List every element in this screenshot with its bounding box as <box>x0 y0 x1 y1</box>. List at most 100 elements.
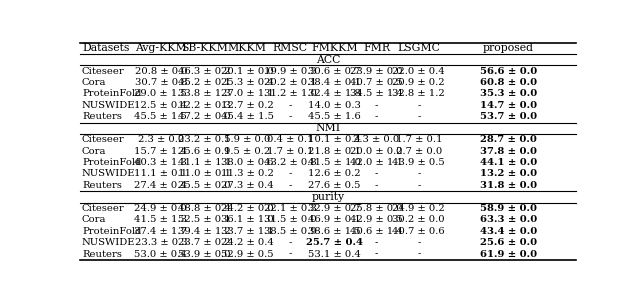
Text: 0.7 ± 0.0: 0.7 ± 0.0 <box>396 147 442 156</box>
Text: 9.5 ± 0.2: 9.5 ± 0.2 <box>224 147 271 156</box>
Text: SB-KKM: SB-KKM <box>181 43 228 53</box>
Text: -: - <box>375 249 378 259</box>
Text: Cora: Cora <box>82 147 106 156</box>
Text: 20.2 ± 0.1: 20.2 ± 0.1 <box>264 78 317 87</box>
Text: -: - <box>289 101 292 110</box>
Text: Cora: Cora <box>82 215 106 224</box>
Text: NUSWIDE: NUSWIDE <box>82 170 136 178</box>
Text: 1.9 ± 0.0: 1.9 ± 0.0 <box>224 135 271 144</box>
Text: 32.8 ± 1.2: 32.8 ± 1.2 <box>392 89 445 99</box>
Text: Reuters: Reuters <box>82 181 122 190</box>
Text: Citeseer: Citeseer <box>82 204 125 213</box>
Text: Cora: Cora <box>82 78 106 87</box>
Text: 1.7 ± 0.1: 1.7 ± 0.1 <box>267 147 314 156</box>
Text: 24.2 ± 0.0: 24.2 ± 0.0 <box>221 204 274 213</box>
Text: 23.7 ± 0.2: 23.7 ± 0.2 <box>179 238 231 247</box>
Text: 39.4 ± 1.2: 39.4 ± 1.2 <box>179 227 231 236</box>
Text: ACC: ACC <box>316 55 340 65</box>
Text: 37.8 ± 0.0: 37.8 ± 0.0 <box>480 147 537 156</box>
Text: 30.2 ± 0.0: 30.2 ± 0.0 <box>392 215 445 224</box>
Text: 53.7 ± 0.0: 53.7 ± 0.0 <box>480 112 537 121</box>
Text: 14.0 ± 0.3: 14.0 ± 0.3 <box>308 101 361 110</box>
Text: -: - <box>289 112 292 121</box>
Text: 12.6 ± 0.2: 12.6 ± 0.2 <box>308 170 361 178</box>
Text: -: - <box>375 170 378 178</box>
Text: 34.5 ± 1.4: 34.5 ± 1.4 <box>350 89 403 99</box>
Text: 32.9 ± 0.7: 32.9 ± 0.7 <box>308 204 361 213</box>
Text: 14.7 ± 0.0: 14.7 ± 0.0 <box>480 101 537 110</box>
Text: 43.4 ± 0.0: 43.4 ± 0.0 <box>480 227 537 236</box>
Text: 30.6 ± 0.7: 30.6 ± 0.7 <box>308 67 361 76</box>
Text: -: - <box>417 181 420 190</box>
Text: ProteinFold: ProteinFold <box>82 158 141 167</box>
Text: 11.0 ± 0.1: 11.0 ± 0.1 <box>179 170 231 178</box>
Text: -: - <box>289 170 292 178</box>
Text: 20.9 ± 0.2: 20.9 ± 0.2 <box>392 78 445 87</box>
Text: 40.6 ± 1.4: 40.6 ± 1.4 <box>350 227 403 236</box>
Text: 30.7 ± 0.8: 30.7 ± 0.8 <box>134 78 187 87</box>
Text: 20.1 ± 0.0: 20.1 ± 0.0 <box>221 67 274 76</box>
Text: 11.1 ± 0.1: 11.1 ± 0.1 <box>134 170 188 178</box>
Text: 43.2 ± 0.8: 43.2 ± 0.8 <box>264 158 317 167</box>
Text: Reuters: Reuters <box>82 249 122 259</box>
Text: 32.4 ± 1.8: 32.4 ± 1.8 <box>308 89 361 99</box>
Text: 33.8 ± 1.3: 33.8 ± 1.3 <box>179 89 231 99</box>
Text: 27.6 ± 0.5: 27.6 ± 0.5 <box>308 181 361 190</box>
Text: 31.5 ± 0.0: 31.5 ± 0.0 <box>264 215 317 224</box>
Text: 45.5 ± 1.5: 45.5 ± 1.5 <box>134 112 188 121</box>
Text: 25.3 ± 0.4: 25.3 ± 0.4 <box>221 78 274 87</box>
Text: Reuters: Reuters <box>82 112 122 121</box>
Text: 36.1 ± 1.0: 36.1 ± 1.0 <box>221 215 274 224</box>
Text: 25.5 ± 0.0: 25.5 ± 0.0 <box>179 181 231 190</box>
Text: LSGMC: LSGMC <box>397 43 440 53</box>
Text: 20.0 ± 0.2: 20.0 ± 0.2 <box>350 147 403 156</box>
Text: -: - <box>289 181 292 190</box>
Text: ProteinFold: ProteinFold <box>82 227 141 236</box>
Text: 35.3 ± 0.0: 35.3 ± 0.0 <box>480 89 537 99</box>
Text: 43.9 ± 0.5: 43.9 ± 0.5 <box>392 158 445 167</box>
Text: 21.8 ± 0.1: 21.8 ± 0.1 <box>308 147 361 156</box>
Text: 52.5 ± 0.1: 52.5 ± 0.1 <box>179 215 231 224</box>
Text: 12.7 ± 0.2: 12.7 ± 0.2 <box>221 101 274 110</box>
Text: 37.4 ± 1.7: 37.4 ± 1.7 <box>134 227 188 236</box>
Text: 23.9 ± 0.0: 23.9 ± 0.0 <box>350 67 403 76</box>
Text: 42.9 ± 0.5: 42.9 ± 0.5 <box>350 215 403 224</box>
Text: -: - <box>375 181 378 190</box>
Text: 2.3 ± 0.0: 2.3 ± 0.0 <box>138 135 184 144</box>
Text: 60.8 ± 0.0: 60.8 ± 0.0 <box>480 78 537 87</box>
Text: 45.4 ± 1.5: 45.4 ± 1.5 <box>221 112 274 121</box>
Text: 19.9 ± 0.3: 19.9 ± 0.3 <box>264 67 317 76</box>
Text: 63.3 ± 0.0: 63.3 ± 0.0 <box>480 215 537 224</box>
Text: 41.5 ± 1.3: 41.5 ± 1.3 <box>134 215 188 224</box>
Text: Datasets: Datasets <box>82 43 129 53</box>
Text: 28.7 ± 0.0: 28.7 ± 0.0 <box>480 135 537 144</box>
Text: 46.9 ± 0.1: 46.9 ± 0.1 <box>308 215 361 224</box>
Text: 23.2 ± 0.5: 23.2 ± 0.5 <box>179 135 231 144</box>
Text: 46.3 ± 0.2: 46.3 ± 0.2 <box>179 67 231 76</box>
Text: 58.9 ± 0.0: 58.9 ± 0.0 <box>480 204 537 213</box>
Text: RMSC: RMSC <box>273 43 308 53</box>
Text: -: - <box>375 101 378 110</box>
Text: 45.5 ± 1.6: 45.5 ± 1.6 <box>308 112 361 121</box>
Text: 40.7 ± 0.5: 40.7 ± 0.5 <box>350 78 403 87</box>
Text: 40.3 ± 1.3: 40.3 ± 1.3 <box>134 158 188 167</box>
Text: 11.3 ± 0.2: 11.3 ± 0.2 <box>221 170 274 178</box>
Text: 53.1 ± 0.4: 53.1 ± 0.4 <box>308 249 361 259</box>
Text: 53.0 ± 0.4: 53.0 ± 0.4 <box>134 249 188 259</box>
Text: 38.6 ± 1.5: 38.6 ± 1.5 <box>308 227 361 236</box>
Text: 10.1 ± 0.4: 10.1 ± 0.4 <box>308 135 361 144</box>
Text: 27.4 ± 0.4: 27.4 ± 0.4 <box>134 181 188 190</box>
Text: -: - <box>375 238 378 247</box>
Text: 40.7 ± 0.6: 40.7 ± 0.6 <box>392 227 445 236</box>
Text: 25.8 ± 0.0: 25.8 ± 0.0 <box>350 204 403 213</box>
Text: 23.3 ± 0.3: 23.3 ± 0.3 <box>134 238 187 247</box>
Text: -: - <box>417 112 420 121</box>
Text: -: - <box>417 101 420 110</box>
Text: 45.2 ± 0.1: 45.2 ± 0.1 <box>179 78 231 87</box>
Text: 27.0 ± 1.1: 27.0 ± 1.1 <box>221 89 274 99</box>
Text: NUSWIDE: NUSWIDE <box>82 101 136 110</box>
Text: Citeseer: Citeseer <box>82 135 125 144</box>
Text: Avg-KKM: Avg-KKM <box>135 43 187 53</box>
Text: 52.9 ± 0.5: 52.9 ± 0.5 <box>221 249 274 259</box>
Text: 38.0 ± 0.6: 38.0 ± 0.6 <box>221 158 274 167</box>
